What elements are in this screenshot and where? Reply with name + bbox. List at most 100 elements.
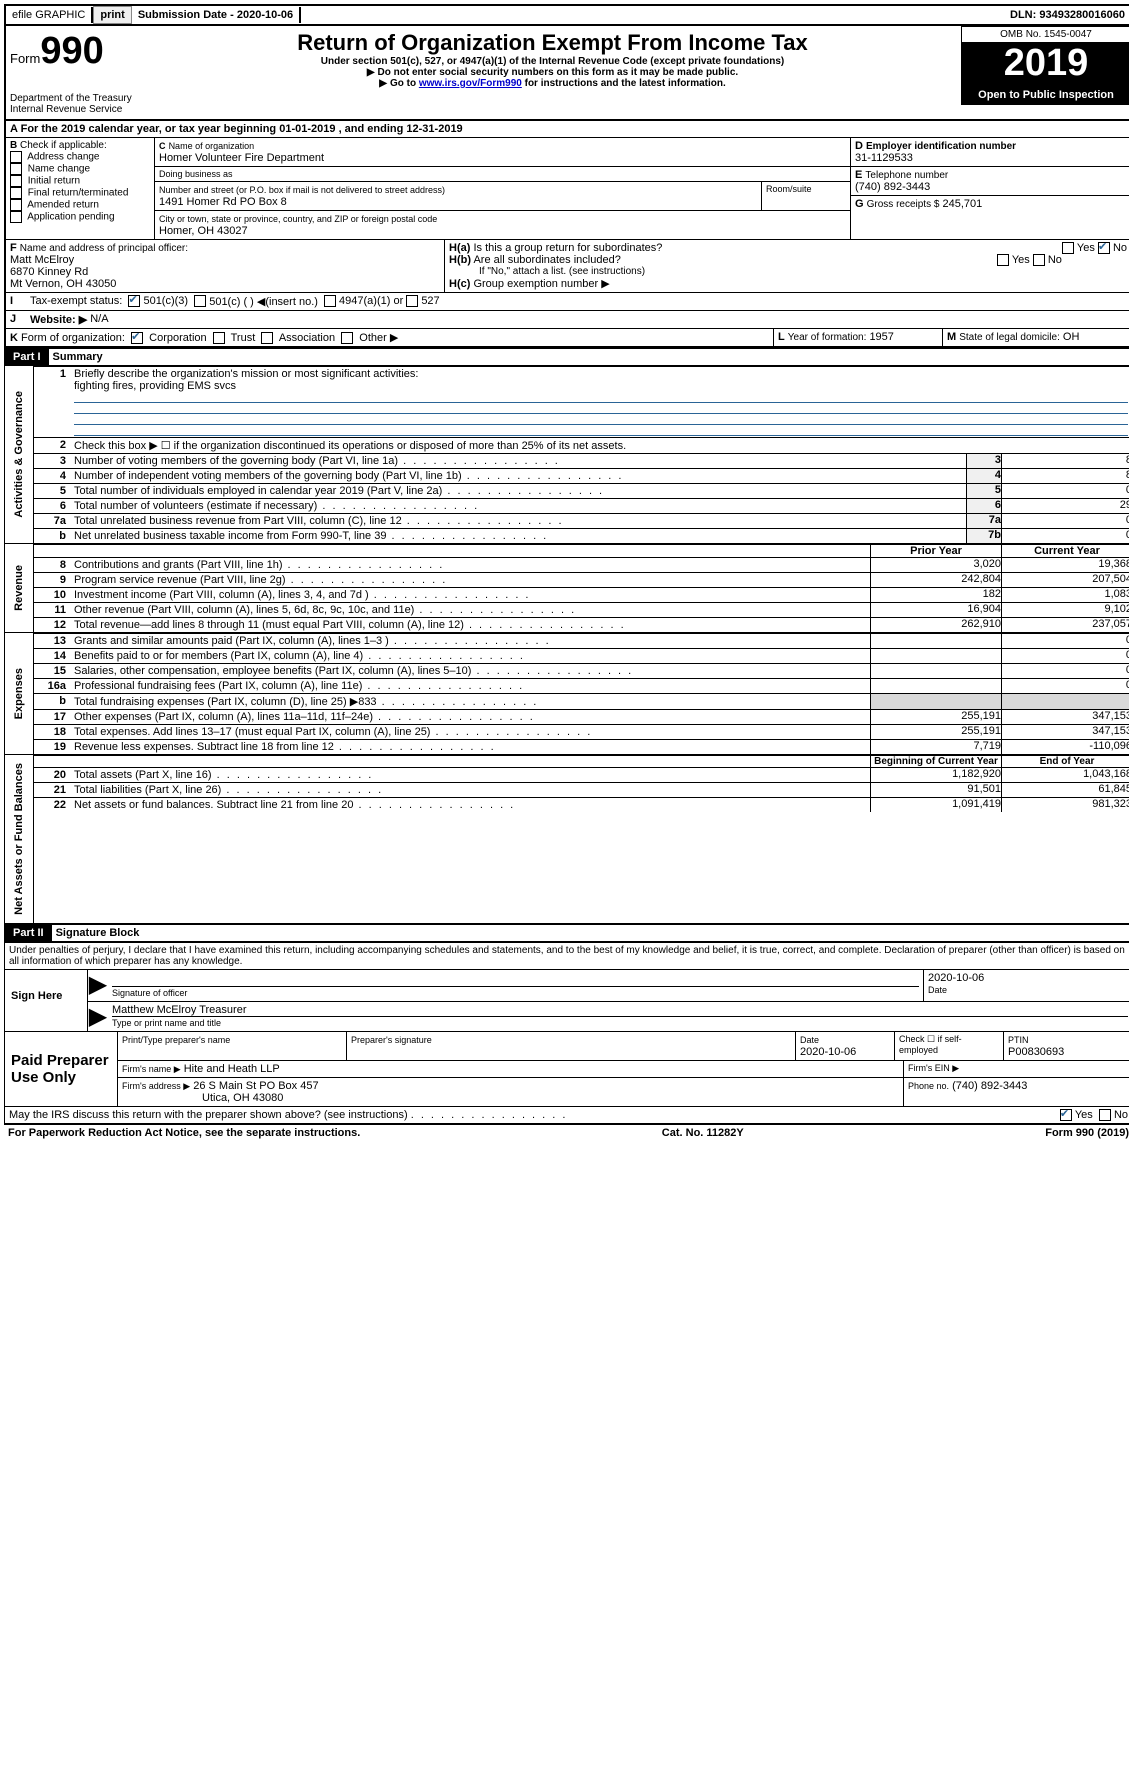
footer: For Paperwork Reduction Act Notice, see … (4, 1124, 1129, 1141)
discuss-yes-checkbox[interactable] (1060, 1109, 1072, 1121)
efile-label: efile GRAPHIC (6, 7, 93, 23)
summary-line: 22Net assets or fund balances. Subtract … (34, 797, 1129, 812)
k-assoc-checkbox[interactable] (261, 332, 273, 344)
dln: DLN: 93493280016060 (1004, 7, 1129, 23)
prep-date: 2020-10-06 (800, 1046, 856, 1058)
summary-line: 5Total number of individuals employed in… (34, 483, 1129, 498)
part2-header: Part II Signature Block (4, 924, 1129, 942)
box-c: C Name of organization Homer Volunteer F… (155, 138, 851, 239)
firm-addr: 26 S Main St PO Box 457 (193, 1080, 318, 1092)
form-subtitle: Under section 501(c), 527, or 4947(a)(1)… (148, 56, 957, 67)
side-expenses: Expenses (11, 660, 27, 727)
form-header: Form990 Department of the Treasury Inter… (4, 26, 1129, 121)
irs-link[interactable]: www.irs.gov/Form990 (419, 78, 522, 89)
officer-name: Matt McElroy (10, 254, 74, 266)
hb-yes-checkbox[interactable] (997, 254, 1009, 266)
website: N/A (90, 313, 108, 326)
arrow-icon: ▶ (88, 970, 108, 1001)
paid-preparer-block: Paid Preparer Use Only Print/Type prepar… (4, 1032, 1129, 1107)
tax-year: 2019 (961, 42, 1129, 85)
summary-line: 6Total number of volunteers (estimate if… (34, 498, 1129, 513)
dba-label: Doing business as (155, 167, 850, 182)
form-title: Return of Organization Exempt From Incom… (148, 30, 957, 56)
sig-date: 2020-10-06 (928, 972, 984, 984)
org-address: 1491 Homer Rd PO Box 8 (159, 196, 287, 208)
summary-line: 7aTotal unrelated business revenue from … (34, 513, 1129, 528)
part1-header: Part I Summary (4, 348, 1129, 366)
box-klm: K Form of organization: Corporation Trus… (6, 328, 1129, 346)
hb-no-checkbox[interactable] (1033, 254, 1045, 266)
ptin: P00830693 (1008, 1046, 1064, 1058)
box-b: B Check if applicable: Address change Na… (6, 138, 155, 239)
summary-line: 12Total revenue—add lines 8 through 11 (… (34, 617, 1129, 632)
officer-addr1: 6870 Kinney Rd (10, 266, 88, 278)
boxb-checkbox[interactable] (10, 175, 22, 187)
warning-ssn: Do not enter social security numbers on … (148, 67, 957, 78)
k-corp-checkbox[interactable] (131, 332, 143, 344)
boxb-item: Name change (10, 163, 150, 175)
summary-line: 14Benefits paid to or for members (Part … (34, 648, 1129, 663)
submission-date: Submission Date - 2020-10-06 (132, 7, 301, 23)
boxb-item: Initial return (10, 175, 150, 187)
side-revenue: Revenue (11, 557, 27, 619)
open-public-badge: Open to Public Inspection (961, 85, 1129, 105)
paid-preparer-label: Paid Preparer Use Only (5, 1032, 117, 1106)
mission-text: fighting fires, providing EMS svcs (74, 380, 236, 392)
summary-line: bNet unrelated business taxable income f… (34, 528, 1129, 543)
side-netassets: Net Assets or Fund Balances (11, 755, 27, 923)
k-trust-checkbox[interactable] (213, 332, 225, 344)
sign-here-label: Sign Here (5, 970, 87, 1031)
state-domicile: OH (1063, 331, 1080, 343)
form-number: Form990 (10, 30, 140, 73)
box-j: J Website: ▶ N/A (6, 310, 1129, 328)
telephone: (740) 892-3443 (855, 181, 930, 193)
officer-addr2: Mt Vernon, OH 43050 (10, 278, 116, 290)
527-checkbox[interactable] (406, 295, 418, 307)
boxb-checkbox[interactable] (10, 151, 22, 163)
officer-name-title: Matthew McElroy Treasurer (112, 1004, 246, 1016)
form-body: A For the 2019 calendar year, or tax yea… (4, 121, 1129, 348)
summary-line: 21Total liabilities (Part X, line 26)91,… (34, 782, 1129, 797)
dept-treasury: Department of the Treasury Internal Reve… (10, 93, 140, 115)
omb-number: OMB No. 1545-0047 (961, 26, 1129, 42)
ein: 31-1129533 (855, 152, 913, 164)
box-i: I Tax-exempt status: 501(c)(3) 501(c) ( … (6, 292, 1129, 310)
501c3-checkbox[interactable] (128, 295, 140, 307)
block-expenses: Expenses 13Grants and similar amounts pa… (4, 633, 1129, 755)
k-other-checkbox[interactable] (341, 332, 353, 344)
arrow-icon: ▶ (88, 1002, 108, 1031)
summary-line: 16aProfessional fundraising fees (Part I… (34, 678, 1129, 693)
501c-checkbox[interactable] (194, 295, 206, 307)
boxb-checkbox[interactable] (10, 187, 22, 199)
sign-here-block: Sign Here ▶ Signature of officer 2020-10… (4, 970, 1129, 1032)
summary-line: 20Total assets (Part X, line 16)1,182,92… (34, 767, 1129, 782)
boxb-checkbox[interactable] (10, 199, 22, 211)
ha-no-checkbox[interactable] (1098, 242, 1110, 254)
ha-yes-checkbox[interactable] (1062, 242, 1074, 254)
boxb-checkbox[interactable] (10, 211, 22, 223)
print-button[interactable]: print (93, 6, 131, 24)
4947-checkbox[interactable] (324, 295, 336, 307)
boxb-item: Final return/terminated (10, 187, 150, 199)
firm-phone: (740) 892-3443 (952, 1080, 1027, 1092)
gross-receipts: G Gross receipts $ 245,701 (851, 196, 1129, 212)
org-name: Homer Volunteer Fire Department (159, 152, 324, 164)
summary-line: 8Contributions and grants (Part VIII, li… (34, 557, 1129, 572)
discuss-row: May the IRS discuss this return with the… (4, 1107, 1129, 1124)
summary-line: 18Total expenses. Add lines 13–17 (must … (34, 724, 1129, 739)
summary-line: 10Investment income (Part VIII, column (… (34, 587, 1129, 602)
box-f: F Name and address of principal officer:… (6, 240, 445, 292)
warning-link: Go to www.irs.gov/Form990 for instructio… (148, 78, 957, 89)
top-bar: efile GRAPHIC print Submission Date - 20… (4, 4, 1129, 26)
block-revenue: Revenue Prior Year Current Year 8Contrib… (4, 544, 1129, 633)
boxb-checkbox[interactable] (10, 163, 22, 175)
summary-line: 11Other revenue (Part VIII, column (A), … (34, 602, 1129, 617)
discuss-no-checkbox[interactable] (1099, 1109, 1111, 1121)
firm-name: Hite and Heath LLP (184, 1063, 280, 1075)
room-suite-label: Room/suite (762, 182, 850, 210)
summary-line: 13Grants and similar amounts paid (Part … (34, 633, 1129, 648)
org-city: Homer, OH 43027 (159, 225, 248, 237)
boxb-item: Amended return (10, 199, 150, 211)
summary-line: 15Salaries, other compensation, employee… (34, 663, 1129, 678)
summary-line: 3Number of voting members of the governi… (34, 453, 1129, 468)
